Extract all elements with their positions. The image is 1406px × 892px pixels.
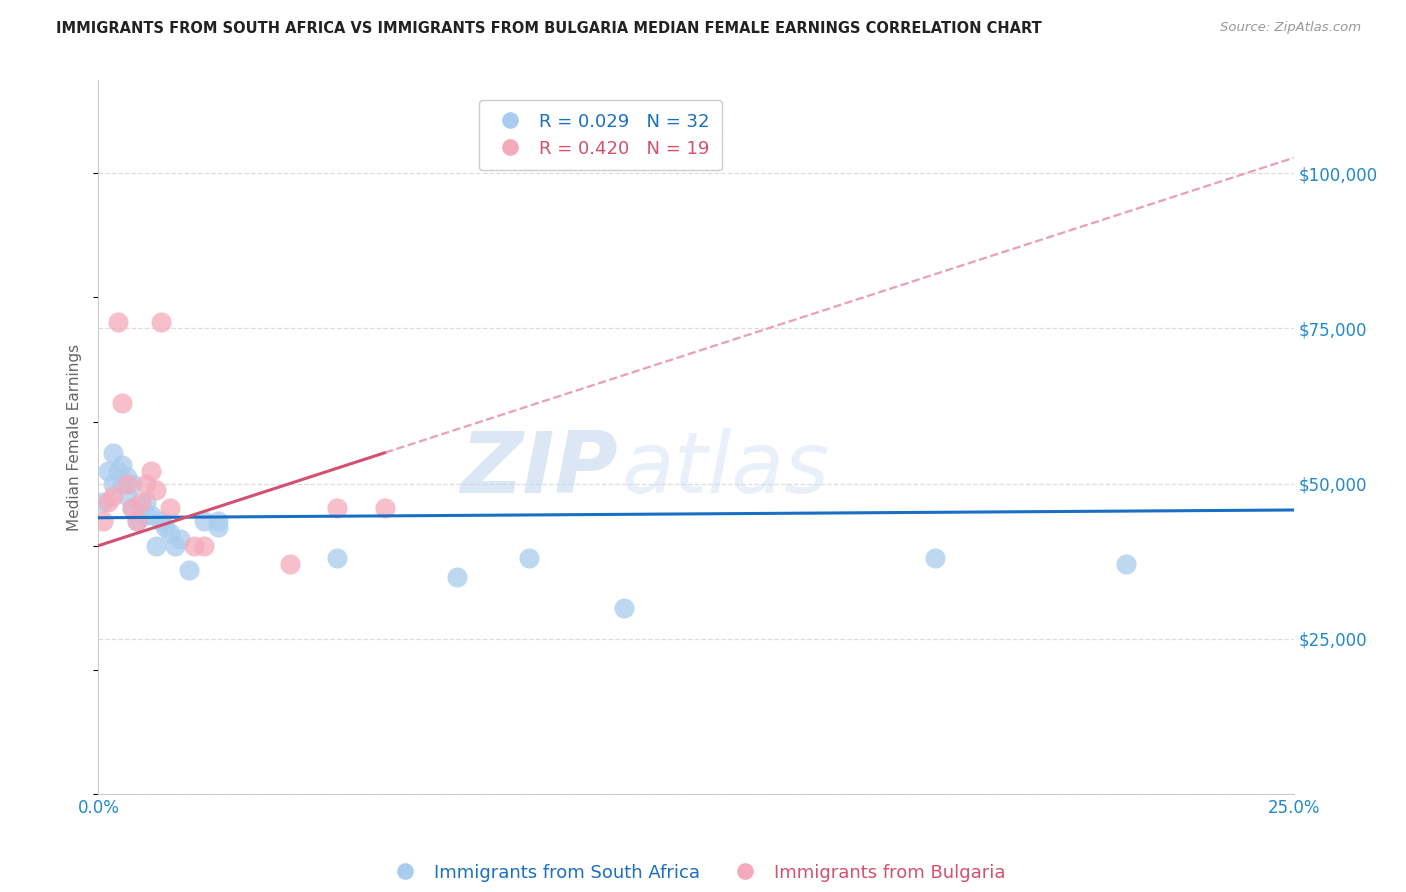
Point (169, 533, 191, 547)
Point (107, 315, 129, 329)
Point (101, 476, 124, 491)
Text: atlas: atlas (621, 427, 830, 511)
Point (97, 495, 120, 509)
Point (193, 539, 215, 553)
Point (1115, 558, 1137, 572)
Point (145, 483, 167, 497)
Point (374, 501, 396, 516)
Point (91, 514, 114, 528)
Point (121, 501, 143, 516)
Point (91, 495, 114, 509)
Point (121, 476, 143, 491)
Point (135, 508, 157, 522)
Point (115, 489, 138, 503)
Point (179, 564, 201, 578)
Point (517, 551, 540, 566)
Point (446, 570, 468, 584)
Point (111, 476, 134, 491)
Point (145, 539, 167, 553)
Point (125, 514, 148, 528)
Point (135, 495, 157, 509)
Point (97, 464, 120, 478)
Point (207, 514, 229, 528)
Point (101, 489, 124, 503)
Point (155, 520, 177, 534)
Point (149, 315, 172, 329)
Text: IMMIGRANTS FROM SOUTH AFRICA VS IMMIGRANTS FROM BULGARIA MEDIAN FEMALE EARNINGS : IMMIGRANTS FROM SOUTH AFRICA VS IMMIGRAN… (56, 21, 1042, 36)
Point (149, 514, 172, 528)
Point (193, 514, 215, 528)
Point (924, 551, 946, 566)
Point (139, 508, 162, 522)
Point (183, 539, 205, 553)
Point (613, 600, 636, 615)
Point (111, 458, 134, 472)
Text: Source: ZipAtlas.com: Source: ZipAtlas.com (1220, 21, 1361, 34)
Point (121, 501, 143, 516)
Point (115, 476, 138, 491)
Point (163, 539, 186, 553)
Point (207, 520, 229, 534)
Point (131, 495, 153, 509)
Point (326, 551, 349, 566)
Legend: Immigrants from South Africa, Immigrants from Bulgaria: Immigrants from South Africa, Immigrants… (380, 856, 1012, 888)
Point (139, 464, 162, 478)
Point (125, 514, 148, 528)
Point (107, 464, 129, 478)
Point (159, 501, 181, 516)
Point (101, 445, 124, 459)
Point (135, 476, 157, 491)
Point (278, 558, 301, 572)
Point (115, 470, 138, 484)
Point (111, 396, 134, 410)
Y-axis label: Median Female Earnings: Median Female Earnings (67, 343, 83, 531)
Point (131, 501, 153, 516)
Point (326, 501, 349, 516)
Text: ZIP: ZIP (461, 427, 619, 511)
Point (159, 526, 181, 541)
